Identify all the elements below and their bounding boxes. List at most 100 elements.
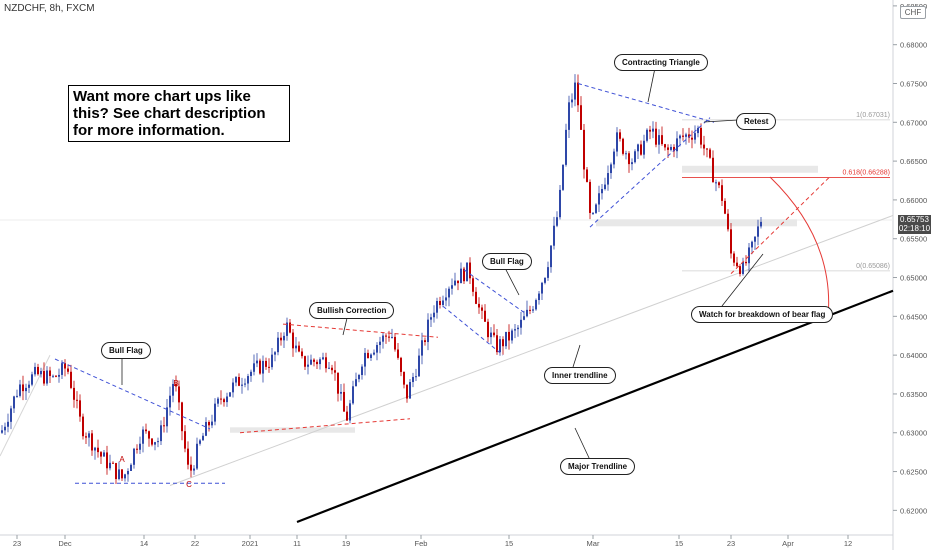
callout-pointer-line — [721, 253, 764, 307]
candle-down — [115, 463, 117, 480]
promo-text-box: Want more chart ups like this? See chart… — [68, 85, 290, 142]
candle-down — [424, 340, 426, 343]
candle-up — [382, 335, 384, 342]
candle-down — [394, 336, 396, 350]
candle-up — [28, 384, 30, 388]
candle-up — [598, 193, 600, 205]
candle-up — [355, 379, 357, 387]
candle-down — [313, 359, 315, 362]
candle-down — [406, 384, 408, 399]
price-axis-tick-label: 0.65000 — [900, 274, 927, 283]
candle-down — [688, 134, 690, 138]
candle-down — [121, 469, 123, 479]
candle-up — [256, 360, 258, 364]
time-axis-tick-label: 23 — [13, 539, 21, 548]
candle-down — [238, 377, 240, 386]
candle-up — [592, 212, 594, 214]
candle-up — [613, 151, 615, 165]
candle-up — [448, 288, 450, 298]
candle-down — [496, 335, 498, 353]
candle-down — [148, 431, 150, 439]
price-axis-tick-label: 0.63500 — [900, 390, 927, 399]
candle-up — [157, 441, 159, 443]
candle-up — [7, 421, 9, 427]
candle-up — [217, 398, 219, 404]
candle-down — [484, 310, 486, 322]
major-trendline — [296, 289, 894, 524]
candle-down — [55, 375, 57, 377]
candle-down — [736, 262, 738, 267]
candle-up — [364, 352, 366, 367]
candle-down — [76, 399, 78, 401]
time-axis-tick-label: Feb — [415, 539, 428, 548]
candle-up — [742, 261, 744, 274]
currency-badge[interactable]: CHF — [900, 6, 926, 19]
candle-down — [301, 351, 303, 357]
candle-up — [544, 277, 546, 283]
candle-down — [259, 360, 261, 374]
time-axis-tick-label: 23 — [727, 539, 735, 548]
candle-up — [262, 360, 264, 374]
bullish-correction-upper-line — [282, 323, 439, 338]
candle-up — [16, 395, 18, 397]
candle-down — [208, 421, 210, 426]
candle-up — [124, 474, 126, 479]
candle-up — [676, 138, 678, 152]
candle-down — [184, 431, 186, 449]
candle-down — [223, 399, 225, 403]
candle-down — [97, 447, 99, 453]
candle-down — [649, 129, 651, 132]
bear-flag-projection-line — [730, 176, 831, 274]
candle-up — [427, 319, 429, 343]
candle-up — [286, 322, 288, 336]
candle-down — [346, 411, 348, 421]
candle-down — [145, 429, 147, 432]
callout-bull-flag-1: Bull Flag — [101, 342, 151, 359]
candle-up — [361, 366, 363, 376]
candle-up — [34, 366, 36, 375]
callout-major-trendline: Major Trendline — [560, 458, 636, 475]
callout-retest: Retest — [736, 113, 777, 130]
candle-up — [760, 221, 762, 227]
candle-up — [505, 331, 507, 347]
candle-down — [304, 356, 306, 367]
candle-down — [481, 307, 483, 311]
candle-up — [658, 135, 660, 145]
candle-up — [565, 129, 567, 165]
candle-down — [70, 371, 72, 388]
candle-down — [673, 146, 675, 152]
candle-up — [352, 386, 354, 404]
candle-up — [418, 355, 420, 377]
candle-up — [271, 354, 273, 368]
price-axis-tick-label: 0.66000 — [900, 196, 927, 205]
candle-down — [493, 332, 495, 336]
time-axis-tick-label: 2021 — [242, 539, 259, 548]
bullish-correction-lower-line — [239, 418, 411, 434]
candle-up — [31, 374, 33, 385]
candle-up — [94, 447, 96, 451]
price-axis-tick-label: 0.68000 — [900, 41, 927, 50]
candle-down — [85, 436, 87, 438]
time-axis-tick-label: Mar — [587, 539, 600, 548]
candle-down — [190, 464, 192, 471]
candle-down — [187, 448, 189, 465]
candle-up — [685, 134, 687, 137]
candle-up — [454, 280, 456, 286]
bull-flag-1-upper-line — [54, 358, 211, 430]
candle-down — [91, 433, 93, 451]
candle-down — [181, 402, 183, 432]
candle-down — [640, 144, 642, 155]
candle-up — [436, 300, 438, 313]
candle-up — [568, 102, 570, 130]
candle-up — [541, 282, 543, 294]
candle-down — [43, 371, 45, 384]
candle-up — [277, 337, 279, 353]
candle-down — [730, 229, 732, 254]
candle-up — [274, 352, 276, 355]
candle-up — [244, 383, 246, 385]
candle-down — [589, 181, 591, 213]
candle-down — [112, 462, 114, 464]
candle-up — [370, 354, 372, 358]
